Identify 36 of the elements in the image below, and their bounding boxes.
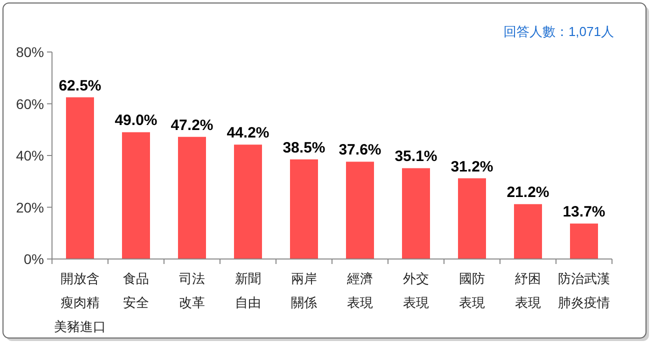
bar: [402, 168, 430, 259]
bar: [66, 97, 94, 259]
x-tick-label: 國防表現: [459, 271, 485, 310]
bar: [458, 178, 486, 259]
bar: [346, 162, 374, 259]
data-label: 35.1%: [394, 148, 438, 166]
x-tick-label: 防治武漢肺炎疫情: [558, 271, 610, 310]
y-tick-label: 20%: [16, 199, 44, 216]
x-tick-label: 外交表現: [403, 271, 429, 310]
text: 回答人數：1,071人: [503, 24, 614, 39]
data-label: 62.5%: [58, 77, 102, 94]
bar: [122, 132, 150, 259]
x-tick-label: 食品安全: [123, 271, 149, 310]
data-label: 13.7%: [562, 204, 606, 221]
bar: [570, 224, 598, 259]
x-tick-label: 新聞自由: [235, 271, 261, 310]
data-label: 49.0%: [114, 112, 158, 130]
x-tick-label: 兩岸關係: [291, 271, 317, 310]
x-tick-label: 司法改革: [179, 271, 205, 310]
data-label: 38.5%: [282, 139, 326, 156]
bar: [234, 144, 262, 259]
data-label: 21.2%: [506, 184, 550, 202]
y-tick-label: 60%: [16, 96, 44, 112]
y-tick-label: 0%: [24, 251, 44, 267]
y-tick-label: 80%: [16, 44, 44, 60]
x-tick-label: 紓困表現: [515, 271, 541, 310]
data-label: 31.2%: [450, 158, 494, 176]
bar: [178, 136, 206, 259]
data-label: 37.6%: [338, 142, 382, 159]
data-label: 47.2%: [170, 116, 214, 134]
bar: [290, 159, 318, 259]
x-tick-label: 開放含瘦肉精美豬進口: [54, 271, 106, 334]
data-label: 44.2%: [226, 124, 270, 142]
bar: [514, 204, 542, 259]
y-tick-label: 40%: [16, 148, 44, 164]
x-tick-label: 經濟表現: [346, 271, 373, 310]
